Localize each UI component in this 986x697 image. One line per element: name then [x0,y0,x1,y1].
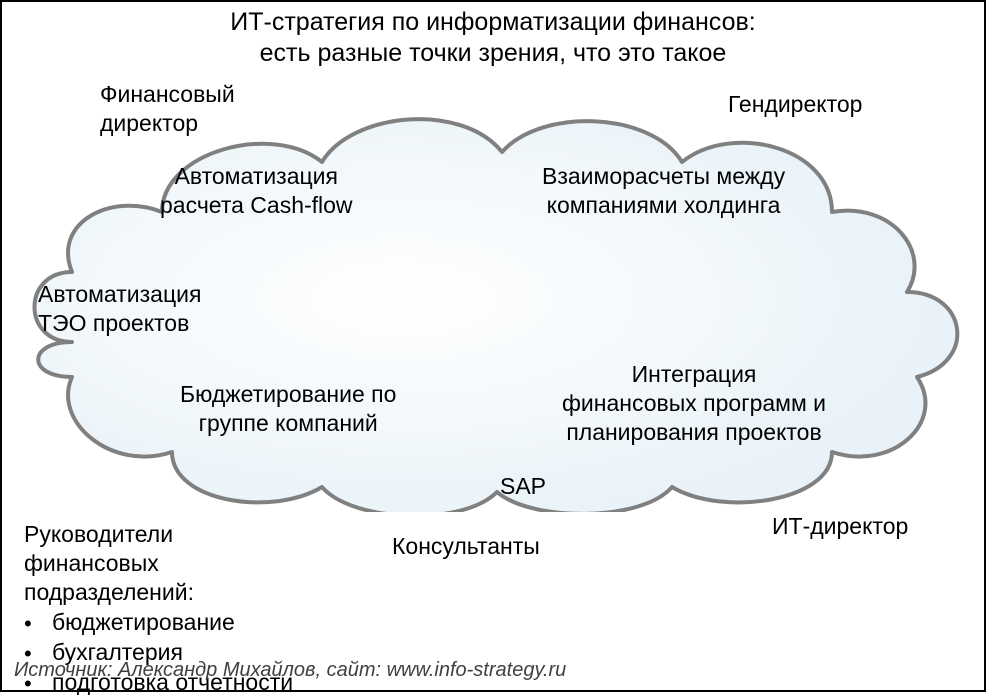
title-line1: ИТ-стратегия по информатизации финансов: [230,8,755,36]
label-gen-director: Гендиректор [728,90,862,119]
budget-text: Бюджетирование погруппе компаний [180,381,396,436]
dept-heads-bullets: бюджетирование бухгалтерия подготовка от… [24,608,293,697]
gen-director-text: Гендиректор [728,91,862,117]
bullet-item: бюджетирование [24,608,293,638]
source-text: Источник: Александр Михайлов, сайт: www.… [14,659,566,681]
consultants-text: Консультанты [392,533,540,559]
fin-director-text: Финансовыйдиректор [100,81,235,136]
it-director-text: ИТ-директор [772,513,908,539]
label-integration: Интеграцияфинансовых программ ипланирова… [562,360,826,446]
label-holding: Взаиморасчеты междукомпаниями холдинга [542,162,785,220]
label-sap: SAP [500,472,546,501]
cashflow-text: Автоматизациярасчета Cash-flow [160,163,353,218]
label-cashflow: Автоматизациярасчета Cash-flow [160,162,353,220]
teo-text: АвтоматизацияТЭО проектов [38,281,201,336]
label-teo: АвтоматизацияТЭО проектов [38,280,201,338]
holding-text: Взаиморасчеты междукомпаниями холдинга [542,163,785,218]
diagram-title: ИТ-стратегия по информатизации финансов:… [2,7,984,70]
diagram-frame: ИТ-стратегия по информатизации финансов:… [0,0,986,692]
label-budget: Бюджетирование погруппе компаний [180,380,396,438]
label-it-director: ИТ-директор [772,512,908,541]
label-consultants: Консультанты [392,532,540,561]
source-citation: Источник: Александр Михайлов, сайт: www.… [14,659,566,682]
integration-text: Интеграцияфинансовых программ ипланирова… [562,361,826,445]
sap-text: SAP [500,473,546,499]
dept-heads-title: Руководителифинансовыхподразделений: [24,521,194,605]
title-line2: есть разные точки зрения, что это такое [260,39,727,67]
label-fin-director: Финансовыйдиректор [100,80,235,138]
